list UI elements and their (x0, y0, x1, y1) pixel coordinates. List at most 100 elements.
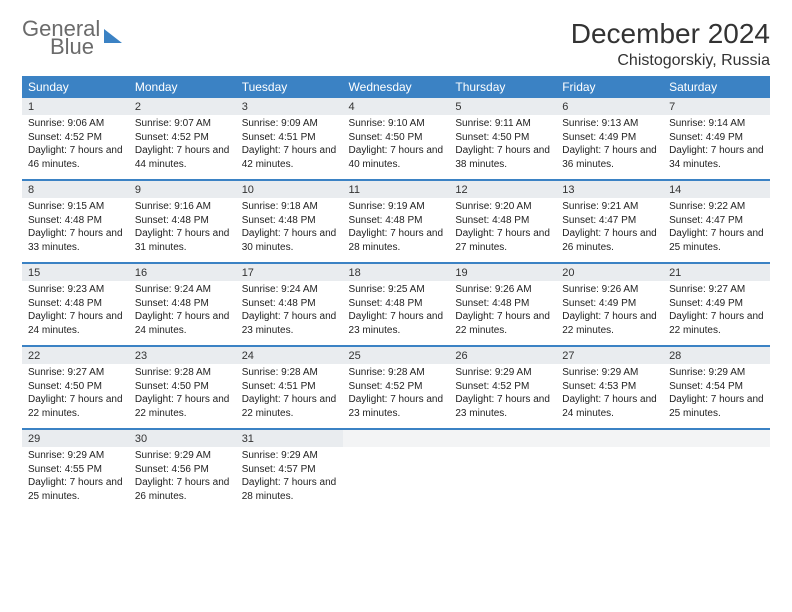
daylight-line: Daylight: 7 hours and 40 minutes. (349, 144, 444, 171)
sunrise-line: Sunrise: 9:09 AM (242, 117, 337, 131)
daylight-line: Daylight: 7 hours and 23 minutes. (455, 393, 550, 420)
sunset-line: Sunset: 4:48 PM (28, 297, 123, 311)
sunset-line: Sunset: 4:47 PM (562, 214, 657, 228)
day-number-row: 891011121314 (22, 181, 770, 198)
daylight-line: Daylight: 7 hours and 22 minutes. (455, 310, 550, 337)
day-number-cell: 7 (663, 98, 770, 115)
day-detail-cell (343, 447, 450, 511)
dow-sun: Sunday (22, 76, 129, 98)
calendar-table: Sunday Monday Tuesday Wednesday Thursday… (22, 76, 770, 511)
daylight-line: Daylight: 7 hours and 24 minutes. (28, 310, 123, 337)
day-detail-row: Sunrise: 9:27 AM Sunset: 4:50 PM Daylight:… (22, 364, 770, 429)
day-detail-cell: Sunrise: 9:27 AMSunset: 4:50 PMDaylight:… (22, 364, 129, 429)
sunrise-line: Sunrise: 9:29 AM (455, 366, 550, 380)
sunrise-line: Sunrise: 9:28 AM (135, 366, 230, 380)
daylight-line: Daylight: 7 hours and 31 minutes. (135, 227, 230, 254)
day-number-cell (663, 430, 770, 447)
day-number-cell: 14 (663, 181, 770, 198)
day-number-cell: 5 (449, 98, 556, 115)
sunset-line: Sunset: 4:49 PM (669, 131, 764, 145)
daylight-line: Daylight: 7 hours and 26 minutes. (562, 227, 657, 254)
day-number-cell: 12 (449, 181, 556, 198)
sunset-line: Sunset: 4:56 PM (135, 463, 230, 477)
sunrise-line: Sunrise: 9:24 AM (242, 283, 337, 297)
daylight-line: Daylight: 7 hours and 24 minutes. (135, 310, 230, 337)
day-number-cell: 17 (236, 264, 343, 281)
sunrise-line: Sunrise: 9:29 AM (562, 366, 657, 380)
day-detail-row: Sunrise: 9:06 AMSunset: 4:52 PMDaylight:… (22, 115, 770, 180)
sunrise-line: Sunrise: 9:23 AM (28, 283, 123, 297)
dow-sat: Saturday (663, 76, 770, 98)
day-detail-cell: Sunrise: 9:16 AMSunset: 4:48 PMDaylight:… (129, 198, 236, 263)
day-detail-cell: Sunrise: 9:26 AMSunset: 4:49 PMDaylight:… (556, 281, 663, 346)
daylight-line: Daylight: 7 hours and 23 minutes. (349, 393, 444, 420)
day-detail-cell: Sunrise: 9:29 AMSunset: 4:56 PMDaylight:… (129, 447, 236, 511)
day-number-cell: 25 (343, 347, 450, 364)
day-number-row: 22232425262728 (22, 347, 770, 364)
day-detail-cell: Sunrise: 9:10 AMSunset: 4:50 PMDaylight:… (343, 115, 450, 180)
day-number-cell: 31 (236, 430, 343, 447)
sunrise-line: Sunrise: 9:25 AM (349, 283, 444, 297)
daylight-line: Daylight: 7 hours and 36 minutes. (562, 144, 657, 171)
sunset-line: Sunset: 4:52 PM (349, 380, 444, 394)
sunrise-line: Sunrise: 9:11 AM (455, 117, 550, 131)
day-number-row: 1234567 (22, 98, 770, 115)
day-detail-cell: Sunrise: 9:29 AMSunset: 4:53 PMDaylight:… (556, 364, 663, 429)
sunrise-line: Sunrise: 9:22 AM (669, 200, 764, 214)
dow-fri: Friday (556, 76, 663, 98)
day-number-cell: 6 (556, 98, 663, 115)
sunset-line: Sunset: 4:50 PM (135, 380, 230, 394)
sunset-line: Sunset: 4:51 PM (242, 131, 337, 145)
title-block: December 2024 Chistogorskiy, Russia (571, 18, 770, 70)
daylight-line: Daylight: 7 hours and 23 minutes. (349, 310, 444, 337)
day-detail-cell: Sunrise: 9:29 AMSunset: 4:54 PMDaylight:… (663, 364, 770, 429)
daylight-line: Daylight: 7 hours and 28 minutes. (349, 227, 444, 254)
day-detail-cell: Sunrise: 9:27 AMSunset: 4:49 PMDaylight:… (663, 281, 770, 346)
day-detail-row: Sunrise: 9:15 AMSunset: 4:48 PMDaylight:… (22, 198, 770, 263)
daylight-line: Daylight: 7 hours and 22 minutes. (242, 393, 337, 420)
sunset-line: Sunset: 4:48 PM (242, 297, 337, 311)
day-number-cell: 30 (129, 430, 236, 447)
daylight-line: Daylight: 7 hours and 22 minutes. (28, 393, 123, 420)
day-detail-cell: Sunrise: 9:25 AMSunset: 4:48 PMDaylight:… (343, 281, 450, 346)
sunrise-line: Sunrise: 9:27 AM (28, 366, 123, 380)
day-detail-cell: Sunrise: 9:14 AMSunset: 4:49 PMDaylight:… (663, 115, 770, 180)
sunset-line: Sunset: 4:48 PM (135, 297, 230, 311)
day-of-week-row: Sunday Monday Tuesday Wednesday Thursday… (22, 76, 770, 98)
day-detail-cell: Sunrise: 9:28 AMSunset: 4:51 PMDaylight:… (236, 364, 343, 429)
sunrise-line: Sunrise: 9:27 AM (669, 283, 764, 297)
logo: General Blue (22, 18, 122, 58)
day-detail-cell: Sunrise: 9:19 AMSunset: 4:48 PMDaylight:… (343, 198, 450, 263)
daylight-line: Daylight: 7 hours and 33 minutes. (28, 227, 123, 254)
day-detail-cell: Sunrise: 9:07 AMSunset: 4:52 PMDaylight:… (129, 115, 236, 180)
sunset-line: Sunset: 4:53 PM (562, 380, 657, 394)
sunset-line: Sunset: 4:54 PM (669, 380, 764, 394)
sunset-line: Sunset: 4:48 PM (135, 214, 230, 228)
sunset-line: Sunset: 4:47 PM (669, 214, 764, 228)
logo-text-block: General Blue (22, 18, 100, 58)
day-number-cell: 15 (22, 264, 129, 281)
day-number-cell: 16 (129, 264, 236, 281)
sunrise-line: Sunrise: 9:14 AM (669, 117, 764, 131)
day-number-cell: 1 (22, 98, 129, 115)
sunrise-line: Sunrise: 9:29 AM (242, 449, 337, 463)
daylight-line: Daylight: 7 hours and 44 minutes. (135, 144, 230, 171)
daylight-line: Daylight: 7 hours and 42 minutes. (242, 144, 337, 171)
sunrise-line: Sunrise: 9:29 AM (28, 449, 123, 463)
dow-thu: Thursday (449, 76, 556, 98)
day-number-cell: 19 (449, 264, 556, 281)
day-detail-cell: Sunrise: 9:13 AMSunset: 4:49 PMDaylight:… (556, 115, 663, 180)
sunrise-line: Sunrise: 9:24 AM (135, 283, 230, 297)
day-detail-cell: Sunrise: 9:21 AMSunset: 4:47 PMDaylight:… (556, 198, 663, 263)
day-detail-cell (449, 447, 556, 511)
sunset-line: Sunset: 4:48 PM (349, 297, 444, 311)
day-number-cell: 18 (343, 264, 450, 281)
daylight-line: Daylight: 7 hours and 22 minutes. (562, 310, 657, 337)
day-number-cell: 21 (663, 264, 770, 281)
daylight-line: Daylight: 7 hours and 27 minutes. (455, 227, 550, 254)
dow-tue: Tuesday (236, 76, 343, 98)
calendar-page: General Blue December 2024 Chistogorskiy… (0, 0, 792, 521)
day-number-cell: 3 (236, 98, 343, 115)
day-number-cell: 22 (22, 347, 129, 364)
sunset-line: Sunset: 4:57 PM (242, 463, 337, 477)
